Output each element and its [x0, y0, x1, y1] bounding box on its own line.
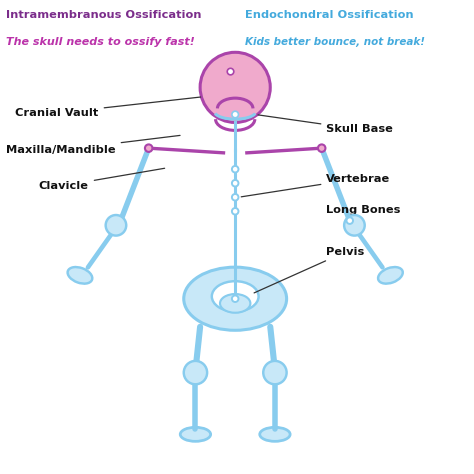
Circle shape: [263, 361, 287, 384]
Circle shape: [145, 145, 153, 152]
Text: Endochondral Ossification: Endochondral Ossification: [245, 10, 413, 20]
Text: Intramembranous Ossification: Intramembranous Ossification: [6, 10, 201, 20]
Circle shape: [318, 145, 326, 152]
Text: Long Bones: Long Bones: [327, 205, 401, 220]
Text: Maxilla/Mandible: Maxilla/Mandible: [6, 136, 180, 155]
Text: Kids better bounce, not break!: Kids better bounce, not break!: [245, 37, 425, 47]
Circle shape: [232, 166, 238, 173]
Text: The skull needs to ossify fast!: The skull needs to ossify fast!: [6, 37, 195, 47]
Circle shape: [346, 218, 353, 224]
Text: Pelvis: Pelvis: [254, 247, 365, 293]
Circle shape: [232, 208, 238, 215]
Text: Clavicle: Clavicle: [39, 168, 164, 191]
Ellipse shape: [180, 428, 210, 441]
Ellipse shape: [212, 281, 259, 311]
Text: Skull Base: Skull Base: [258, 115, 393, 135]
Circle shape: [232, 111, 238, 118]
Ellipse shape: [378, 267, 403, 283]
Circle shape: [200, 52, 270, 122]
Ellipse shape: [184, 267, 287, 330]
Ellipse shape: [220, 294, 250, 313]
Text: Cranial Vault: Cranial Vault: [16, 97, 201, 118]
Ellipse shape: [68, 267, 92, 283]
Circle shape: [344, 215, 365, 236]
Circle shape: [232, 295, 238, 302]
Circle shape: [232, 180, 238, 186]
Circle shape: [227, 68, 234, 75]
Ellipse shape: [260, 428, 290, 441]
Circle shape: [184, 361, 207, 384]
Text: Vertebrae: Vertebrae: [241, 173, 391, 197]
Circle shape: [232, 194, 238, 201]
Circle shape: [106, 215, 126, 236]
